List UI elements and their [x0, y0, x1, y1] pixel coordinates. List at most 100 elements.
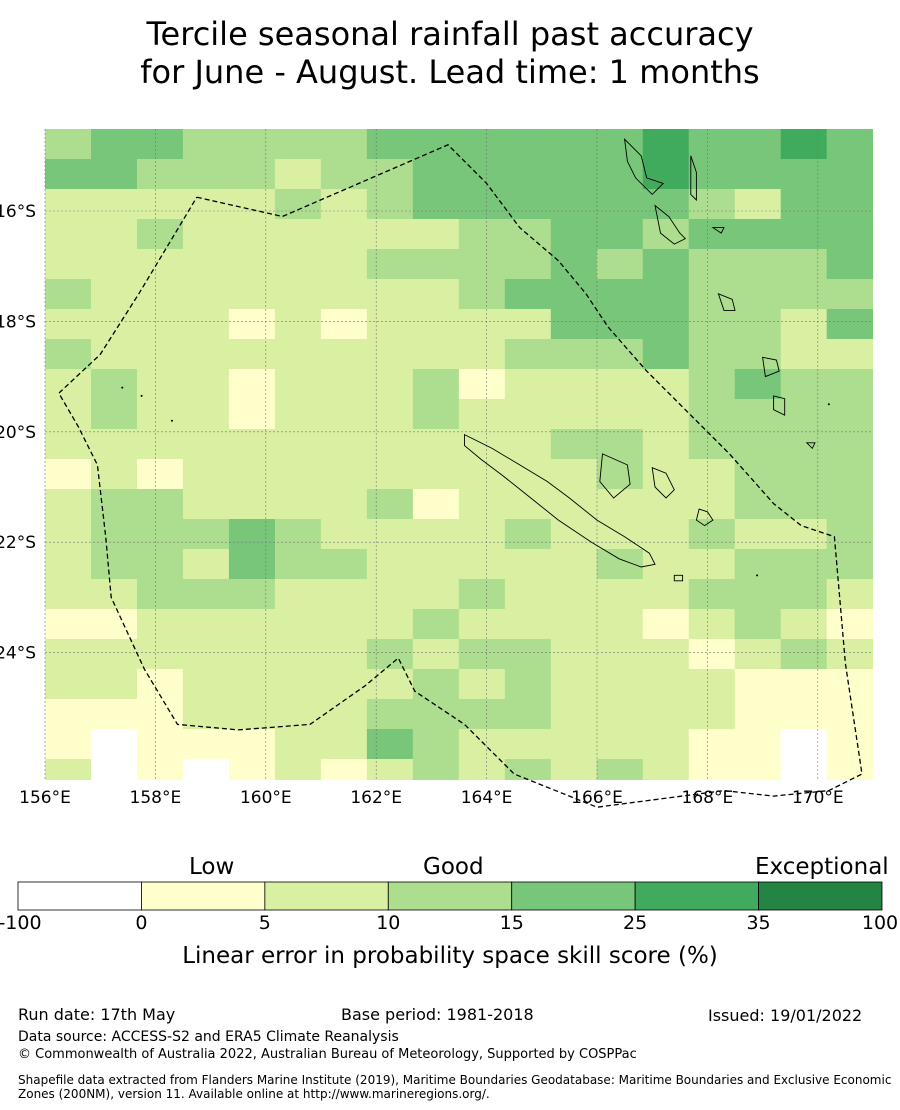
skill-cell	[320, 699, 368, 730]
skill-cell	[412, 339, 460, 370]
skill-cell	[412, 639, 460, 670]
skill-cell	[45, 699, 92, 730]
skill-cell	[412, 129, 460, 160]
skill-cell	[504, 639, 552, 670]
colorbar-tick-label: 25	[623, 912, 648, 934]
lon-tick-label: 170°E	[792, 788, 844, 808]
skill-cell	[826, 339, 873, 370]
skill-cell	[274, 429, 322, 460]
skill-cell	[642, 759, 690, 780]
skill-cell	[780, 759, 828, 780]
skill-cell	[182, 249, 230, 280]
skill-cell	[826, 609, 873, 640]
skill-cell	[734, 729, 782, 760]
skill-cell	[228, 339, 276, 370]
skill-cell	[504, 489, 552, 520]
skill-cell	[90, 759, 138, 780]
skill-cell	[45, 459, 92, 490]
skill-cell	[550, 399, 598, 430]
skill-cell	[458, 609, 506, 640]
skill-cell	[366, 429, 414, 460]
skill-cell	[504, 609, 552, 640]
colorbar-tick-label: -100	[0, 912, 42, 934]
skill-cell	[550, 549, 598, 580]
skill-cell	[458, 549, 506, 580]
skill-cell	[504, 669, 552, 700]
skill-cell	[550, 579, 598, 610]
skill-cell	[596, 129, 644, 160]
skill-cell	[45, 549, 92, 580]
skill-cell	[504, 309, 552, 340]
skill-cell	[274, 729, 322, 760]
skill-cell	[136, 339, 184, 370]
skill-cell	[780, 159, 828, 190]
skill-cell	[642, 279, 690, 310]
skill-cell	[366, 159, 414, 190]
island-outline	[773, 395, 786, 416]
skill-cell	[504, 189, 552, 220]
skill-cell	[826, 729, 873, 760]
lon-tick-label: 158°E	[130, 788, 182, 808]
skill-cell	[366, 519, 414, 550]
skill-cell	[182, 219, 230, 250]
skill-cell	[90, 129, 138, 160]
skill-cell	[826, 369, 873, 400]
skill-cell	[550, 519, 598, 550]
skill-cell	[45, 189, 92, 220]
skill-cell	[596, 459, 644, 490]
skill-cell	[274, 369, 322, 400]
base-period: Base period: 1981-2018	[341, 1005, 534, 1024]
skill-cell	[412, 759, 460, 780]
skill-cell	[366, 759, 414, 780]
skill-cell	[45, 339, 92, 370]
skill-cell	[182, 309, 230, 340]
skill-cell	[45, 309, 92, 340]
skill-cell	[458, 279, 506, 310]
skill-cell	[228, 699, 276, 730]
skill-cell	[734, 309, 782, 340]
skill-cell	[458, 489, 506, 520]
skill-cell	[826, 189, 873, 220]
skill-cell	[504, 549, 552, 580]
skill-cell	[458, 519, 506, 550]
skill-cell	[90, 339, 138, 370]
skill-cell	[688, 729, 736, 760]
skill-cell	[688, 609, 736, 640]
skill-cell	[136, 309, 184, 340]
skill-cell	[412, 399, 460, 430]
skill-cell	[550, 759, 598, 780]
skill-cell	[320, 189, 368, 220]
skill-cell	[182, 189, 230, 220]
skill-cell	[136, 249, 184, 280]
skill-cell	[320, 369, 368, 400]
skill-cell	[826, 519, 873, 550]
skill-cell	[320, 399, 368, 430]
skill-cell	[182, 669, 230, 700]
skill-cell	[780, 729, 828, 760]
skill-cell	[412, 219, 460, 250]
skill-cell	[136, 279, 184, 310]
skill-cell	[366, 219, 414, 250]
colorbar-tick-label: 15	[499, 912, 524, 934]
skill-cell	[458, 369, 506, 400]
colorbar	[17, 881, 883, 911]
skill-cell	[366, 579, 414, 610]
islet-dot	[140, 394, 143, 397]
skill-cell	[274, 309, 322, 340]
skill-cell	[596, 639, 644, 670]
skill-cell	[826, 459, 873, 490]
skill-cell	[688, 429, 736, 460]
lon-tick-label: 166°E	[571, 788, 623, 808]
skill-cell	[136, 189, 184, 220]
skill-cell	[458, 729, 506, 760]
colorbar-tick-label: 0	[135, 912, 148, 934]
skill-cell	[780, 129, 828, 160]
skill-cell	[688, 159, 736, 190]
skill-cell	[550, 279, 598, 310]
skill-cell	[642, 639, 690, 670]
skill-cell	[136, 159, 184, 190]
skill-cell	[458, 669, 506, 700]
skill-cell	[228, 429, 276, 460]
skill-cell	[274, 549, 322, 580]
skill-cell	[228, 549, 276, 580]
